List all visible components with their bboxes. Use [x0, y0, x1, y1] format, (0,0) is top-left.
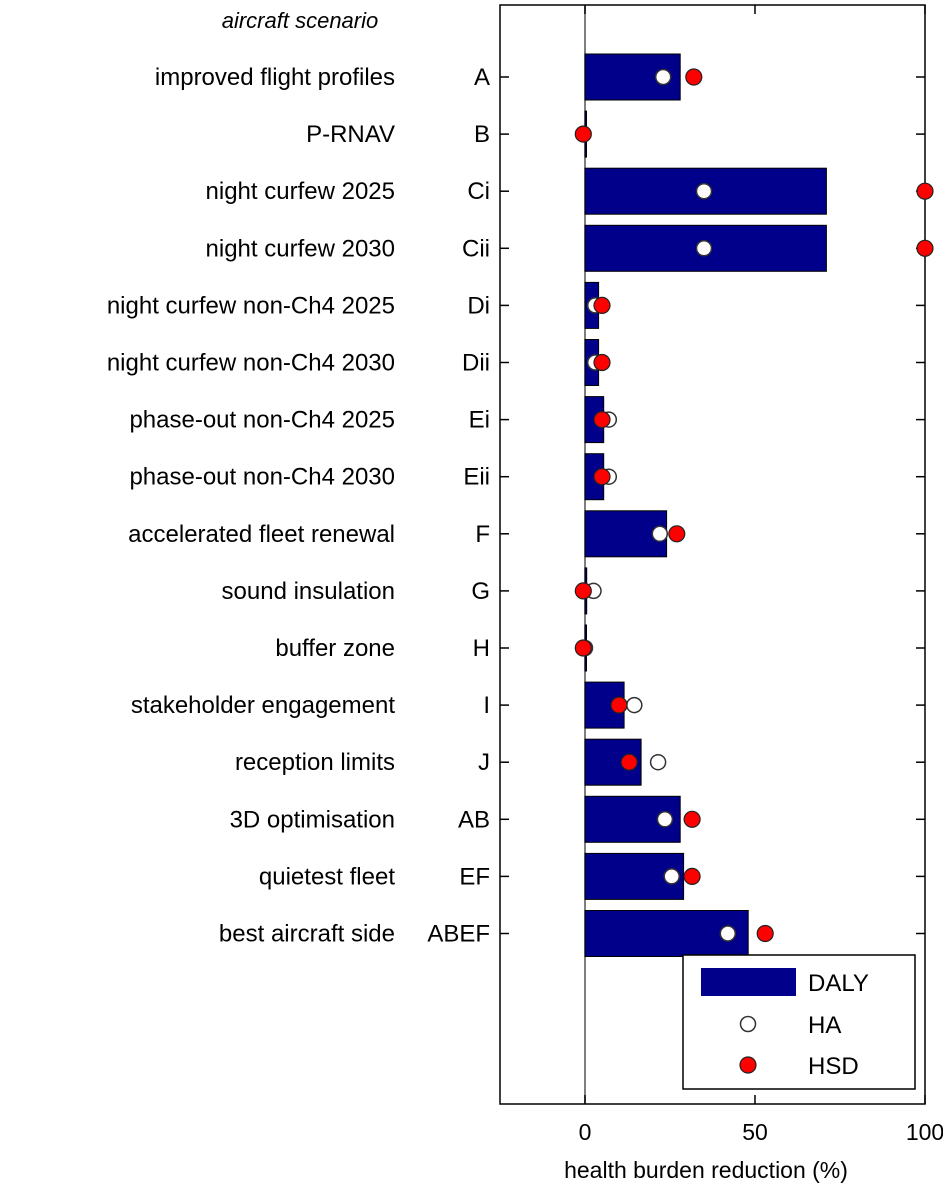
category-code: Di	[467, 292, 490, 319]
chart-header: aircraft scenario	[222, 8, 379, 33]
marker-hsd	[574, 639, 592, 657]
legend-swatch-hsd	[739, 1056, 757, 1074]
category-code: B	[474, 121, 490, 148]
legend-label-ha: HA	[808, 1012, 841, 1039]
category-code: F	[475, 521, 490, 548]
category-label: stakeholder engagement	[131, 692, 396, 719]
category-code: A	[474, 64, 490, 91]
marker-hsd	[574, 582, 592, 600]
marker-ha	[719, 925, 737, 942]
category-label: night curfew non-Ch4 2025	[107, 292, 395, 319]
marker-ha	[656, 811, 674, 828]
category-code: AB	[458, 806, 490, 833]
marker-hsd	[593, 353, 611, 372]
category-label: reception limits	[235, 749, 395, 776]
plot-frame	[499, 4, 926, 1105]
marker-hsd	[620, 753, 638, 771]
category-label: best aircraft side	[219, 921, 395, 948]
category-code: ABEF	[427, 921, 490, 948]
marker-ha	[651, 525, 669, 543]
marker-ha	[654, 68, 672, 86]
marker-hsd	[593, 468, 611, 486]
category-label: quietest fleet	[259, 863, 395, 890]
marker-ha	[695, 240, 713, 257]
category-label: 3D optimisation	[230, 806, 395, 833]
marker-hsd	[683, 810, 701, 828]
category-label: night curfew non-Ch4 2030	[107, 350, 395, 377]
legend-label-hsd: HSD	[808, 1053, 859, 1080]
category-label: night curfew 2025	[206, 178, 395, 205]
category-label: accelerated fleet renewal	[128, 521, 395, 548]
legend-swatch-daly	[701, 968, 796, 996]
category-code: Ei	[469, 407, 490, 434]
category-code: H	[473, 635, 490, 662]
legend-swatch-ha	[739, 1015, 757, 1033]
category-code: G	[471, 578, 490, 605]
marker-hsd	[916, 182, 934, 200]
marker-ha	[695, 182, 713, 200]
category-label: sound insulation	[222, 578, 395, 605]
category-code: Ci	[467, 178, 490, 205]
marker-hsd	[685, 68, 703, 86]
category-code: EF	[459, 863, 490, 890]
marker-ha	[649, 753, 667, 771]
category-code: Eii	[463, 464, 490, 491]
marker-hsd	[668, 525, 686, 543]
category-label: phase-out non-Ch4 2025	[129, 407, 395, 434]
marker-hsd	[593, 296, 611, 314]
category-label: buffer zone	[275, 635, 395, 662]
category-label: night curfew 2030	[206, 235, 395, 262]
marker-hsd	[593, 411, 611, 429]
category-code: I	[483, 692, 490, 719]
marker-hsd	[756, 924, 774, 943]
marker-hsd	[610, 696, 628, 714]
marker-hsd	[683, 867, 701, 886]
category-label: improved flight profiles	[155, 64, 395, 91]
category-label: phase-out non-Ch4 2030	[129, 464, 395, 491]
marker-hsd	[574, 125, 592, 143]
category-code: J	[478, 749, 490, 776]
marker-ha	[663, 868, 680, 885]
x-tick-label: 50	[742, 1119, 768, 1145]
legend-label-daly: DALY	[808, 970, 869, 997]
x-tick-label: 100	[906, 1119, 943, 1145]
category-label: P-RNAV	[306, 121, 395, 148]
x-tick-label: 0	[579, 1119, 592, 1145]
category-code: Dii	[462, 350, 490, 377]
x-axis-label: health burden reduction (%)	[564, 1157, 848, 1183]
category-code: Cii	[462, 235, 490, 262]
marker-ha	[626, 696, 643, 714]
marker-hsd	[916, 239, 934, 257]
